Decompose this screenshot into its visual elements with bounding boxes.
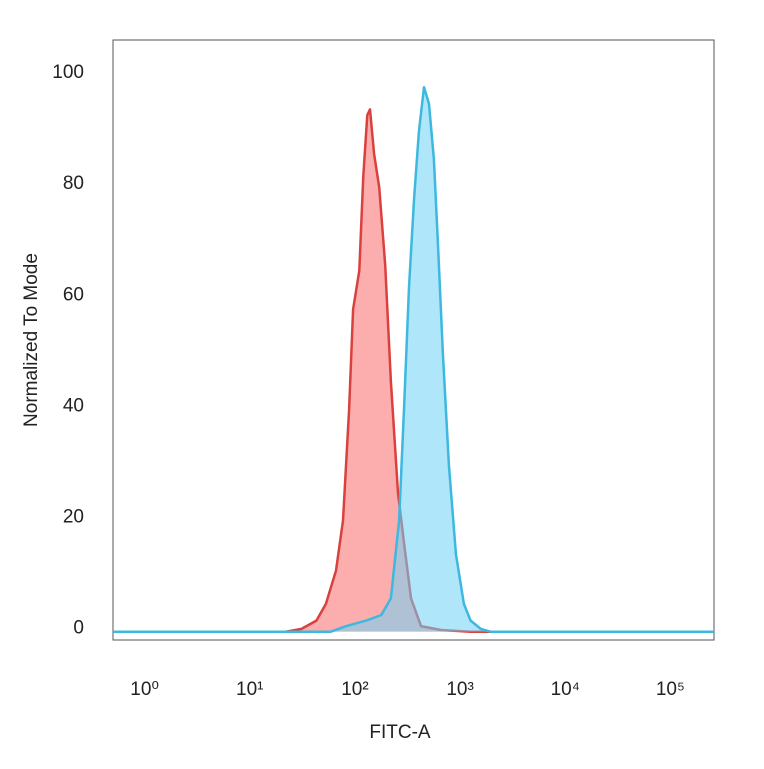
y-tick-label: 0 xyxy=(73,618,84,639)
y-axis-label: Normalized To Mode xyxy=(21,253,42,427)
x-tick-label: 10³ xyxy=(446,679,473,700)
y-tick-label: 100 xyxy=(52,62,84,83)
plot-frame xyxy=(112,39,715,641)
area-line xyxy=(113,85,714,633)
y-tick-label: 80 xyxy=(63,173,84,194)
y-tick-label: 60 xyxy=(63,284,84,305)
y-tick-label: 40 xyxy=(63,395,84,416)
x-tick-label: 10⁵ xyxy=(656,679,685,700)
x-tick-label: 10⁴ xyxy=(551,679,580,700)
y-tick-label: 20 xyxy=(63,507,84,528)
area-fill xyxy=(113,87,714,632)
x-tick-label: 10² xyxy=(341,679,368,700)
x-tick-label: 10⁰ xyxy=(130,679,159,700)
x-axis-label: FITC-A xyxy=(369,722,431,743)
x-tick-label: 10¹ xyxy=(236,679,263,700)
